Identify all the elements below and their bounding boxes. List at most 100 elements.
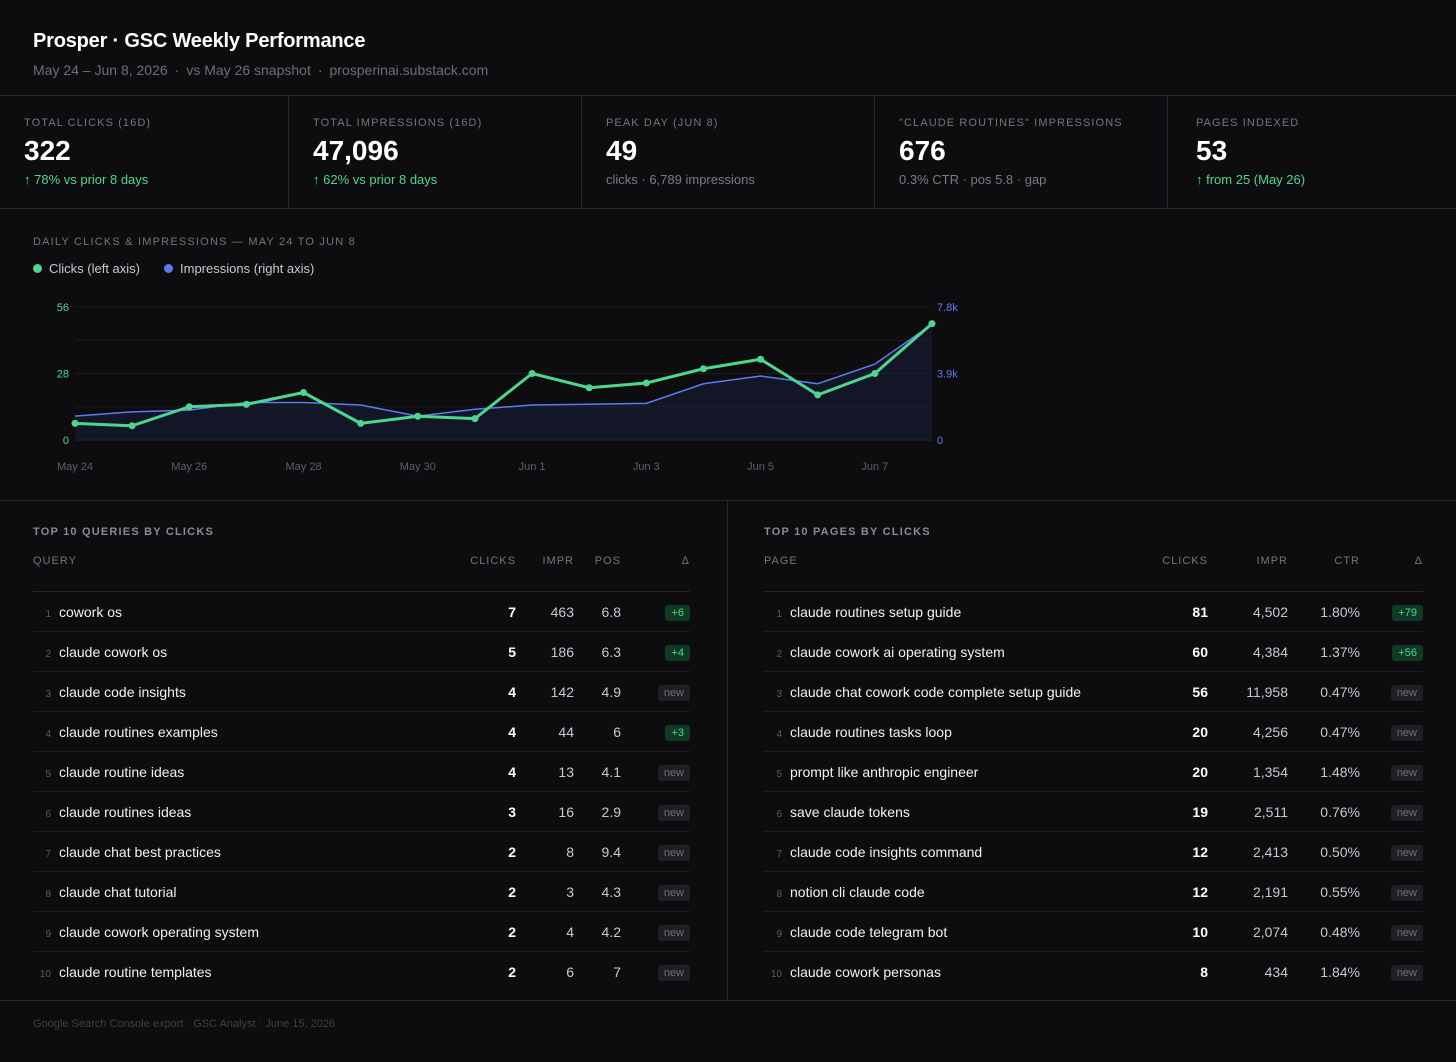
- row-name-cell: 9 claude cowork operating system: [33, 911, 463, 952]
- delta-badge: +6: [665, 604, 690, 621]
- row-name-cell: 4 claude routines examples: [33, 711, 463, 752]
- table-row[interactable]: 2 claude cowork ai operating system 60 4,38…: [764, 631, 1423, 672]
- row-clicks: 81: [1136, 591, 1208, 632]
- row-name-cell: 2 claude cowork os: [33, 631, 463, 672]
- row-clicks: 20: [1136, 711, 1208, 752]
- table-row[interactable]: 4 claude routines tasks loop 20 4,256 0.47% n…: [764, 711, 1423, 752]
- row-name-cell: 6 save claude tokens: [764, 791, 1136, 832]
- table-row[interactable]: 10 claude cowork personas 8 434 1.84% new: [764, 952, 1423, 992]
- delta-badge: new: [1390, 724, 1423, 741]
- row-clicks: 7: [463, 591, 516, 632]
- row-delta-cell: new: [621, 911, 690, 952]
- legend-label: Impressions (right axis): [180, 261, 315, 276]
- row-delta-cell: +56: [1360, 631, 1423, 672]
- legend-item-impressions: Impressions (right axis): [164, 261, 314, 276]
- table-row[interactable]: 6 save claude tokens 19 2,511 0.76% new: [764, 791, 1423, 832]
- row-name-cell: 5 claude routine ideas: [33, 751, 463, 792]
- row-clicks: 5: [463, 631, 516, 672]
- row-ctr: 0.76%: [1288, 791, 1360, 832]
- table-row[interactable]: 9 claude cowork operating system 2 4 4.2 new: [33, 911, 690, 952]
- row-rank: 3: [776, 688, 782, 700]
- row-delta-cell: new: [1360, 711, 1423, 752]
- row-clicks: 2: [463, 911, 516, 952]
- kpi-note: clicks · 6,789 impressions: [606, 172, 755, 187]
- table-row[interactable]: 5 prompt like anthropic engineer 20 1,354 1.…: [764, 751, 1423, 792]
- clicks-point: [242, 400, 250, 408]
- delta-badge: new: [1390, 924, 1423, 941]
- table-row[interactable]: 10 claude routine templates 2 6 7 new: [33, 952, 690, 992]
- table-row[interactable]: 8 claude chat tutorial 2 3 4.3 new: [33, 871, 690, 912]
- row-name-cell: 1 claude routines setup guide: [764, 591, 1136, 632]
- row-clicks: 4: [463, 751, 516, 792]
- row-rank: 8: [776, 888, 782, 900]
- row-name: claude cowork os: [59, 643, 168, 660]
- clicks-point: [871, 370, 879, 377]
- row-rank: 8: [45, 888, 51, 900]
- kpi-label: "Claude routines" impressions: [899, 117, 1123, 129]
- table-row[interactable]: 2 claude cowork os 5 186 6.3 +4: [33, 631, 690, 672]
- table-row[interactable]: 6 claude routines ideas 3 16 2.9 new: [33, 791, 690, 832]
- row-delta-cell: +3: [621, 711, 690, 752]
- column-header-page: Page: [764, 555, 1136, 592]
- delta-badge: new: [657, 684, 690, 701]
- pages-title: Top 10 pages by clicks: [764, 526, 931, 538]
- kpi-value: 322: [24, 135, 71, 166]
- row-name: claude cowork personas: [790, 963, 941, 980]
- row-rank: 10: [39, 968, 51, 980]
- delta-badge: +56: [1392, 644, 1423, 661]
- table-row[interactable]: 9 claude code telegram bot 10 2,074 0.48% new: [764, 911, 1423, 952]
- row-ctr: 0.47%: [1288, 671, 1360, 712]
- table-row[interactable]: 4 claude routines examples 4 44 6 +3: [33, 711, 690, 752]
- row-rank: 5: [45, 768, 51, 780]
- row-rank: 6: [776, 808, 782, 820]
- table-header-row: Query Clicks Impr Pos Δ: [33, 555, 690, 592]
- clicks-line: [74, 322, 933, 428]
- table-row[interactable]: 5 claude routine ideas 4 13 4.1 new: [33, 751, 690, 792]
- row-impr: 44: [516, 711, 574, 752]
- table-row[interactable]: 3 claude code insights 4 142 4.9 new: [33, 671, 690, 712]
- row-clicks: 20: [1136, 751, 1208, 792]
- column-header-pos: Pos: [574, 555, 621, 592]
- row-name-cell: 7 claude code insights command: [764, 831, 1136, 872]
- table-row[interactable]: 7 claude code insights command 12 2,413 0.50…: [764, 831, 1423, 872]
- table-row[interactable]: 8 notion cli claude code 12 2,191 0.55% new: [764, 871, 1423, 912]
- queries-table: Query Clicks Impr Pos Δ 1 cowork os 7 463 6.…: [33, 555, 690, 991]
- row-delta-cell: new: [1360, 751, 1423, 792]
- page-title: Prosper · GSC Weekly Performance: [33, 30, 366, 52]
- kpi-note: 0.3% CTR · pos 5.8 · gap: [899, 172, 1047, 187]
- column-header-delta: Δ: [1360, 555, 1423, 592]
- row-name-cell: 7 claude chat best practices: [33, 831, 463, 872]
- table-row[interactable]: 1 claude routines setup guide 81 4,502 1.80%…: [764, 591, 1423, 632]
- table-row[interactable]: 3 claude chat cowork code complete setup …: [764, 671, 1423, 712]
- kpi-card-claude-routines-impressions: "Claude routines" impressions 676 0.3% C…: [875, 96, 1168, 208]
- row-name-cell: 8 notion cli claude code: [764, 871, 1136, 912]
- kpi-note: ↑ 62% vs prior 8 days: [313, 172, 438, 187]
- row-clicks: 3: [463, 791, 516, 832]
- row-delta-cell: +79: [1360, 591, 1423, 632]
- row-clicks: 8: [1200, 963, 1208, 980]
- row-delta-cell: new: [1360, 831, 1423, 872]
- table-row[interactable]: 7 claude chat best practices 2 8 9.4 new: [33, 831, 690, 872]
- x-tick-label: Jun 3: [633, 461, 660, 473]
- row-delta-cell: +6: [621, 591, 690, 632]
- x-tick-label: Jun 1: [519, 461, 546, 473]
- footer-note: Google Search Console export · GSC Analy…: [33, 1018, 336, 1030]
- row-delta-cell: new: [1360, 871, 1423, 912]
- row-name-cell: 2 claude cowork ai operating system: [764, 631, 1136, 672]
- table-row[interactable]: 1 cowork os 7 463 6.8 +6: [33, 591, 690, 632]
- row-rank: 5: [776, 768, 782, 780]
- kpi-value: 49: [606, 135, 638, 166]
- legend-swatch-impressions: [164, 264, 174, 273]
- x-tick-label: May 24: [57, 461, 93, 473]
- site-domain: prosperinai.substack.com: [329, 62, 489, 78]
- row-name-cell: 1 cowork os: [33, 591, 463, 632]
- kpi-value: 676: [899, 135, 946, 166]
- clicks-point: [814, 391, 822, 399]
- row-name: claude code insights command: [790, 843, 983, 860]
- row-pos: 9.4: [574, 831, 621, 872]
- y-right-tick-label: 7.8k: [937, 302, 958, 314]
- kpi-card-pages-indexed: Pages indexed 53 ↑ from 25 (May 26): [1168, 96, 1456, 208]
- y-left-tick-label: 56: [57, 302, 69, 314]
- pages-table-body: 1 claude routines setup guide 81 4,502 1.80%…: [764, 591, 1423, 992]
- row-impr: 463: [516, 591, 574, 632]
